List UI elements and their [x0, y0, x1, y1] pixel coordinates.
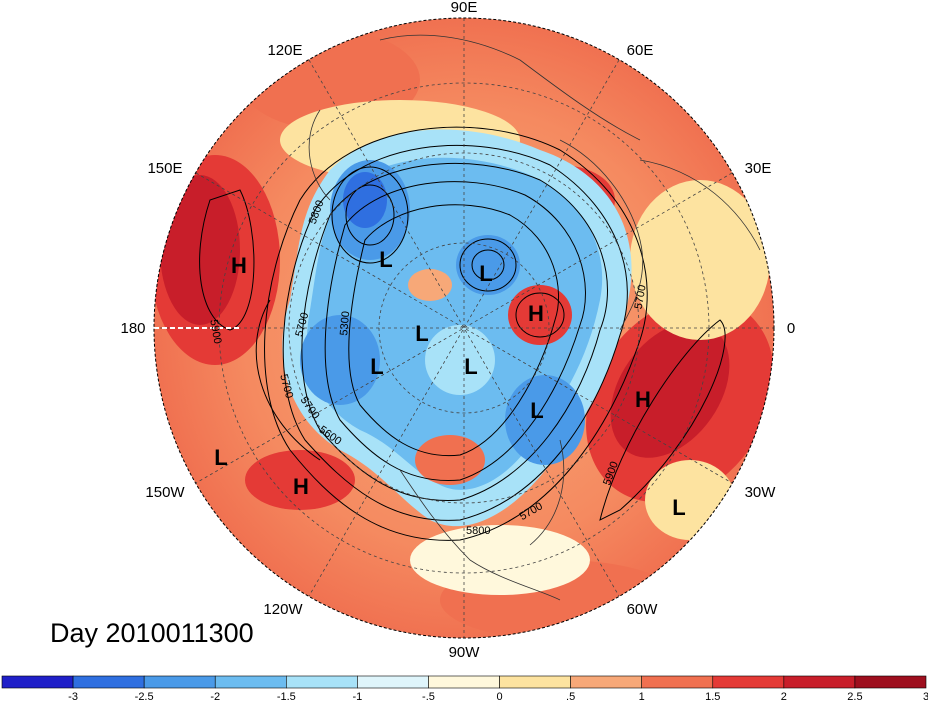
- colorbar-tick-label: 2: [781, 691, 787, 702]
- colorbar-swatch: [428, 675, 500, 689]
- lon-label-180: 180: [120, 320, 145, 337]
- contour-label: 5800: [466, 525, 490, 537]
- colorbar-tick-label: 0: [496, 691, 502, 702]
- contour-label: 5300: [338, 311, 352, 336]
- height-contours: [199, 126, 726, 541]
- pressure-center: L: [370, 354, 383, 379]
- pressure-center: L: [464, 354, 477, 379]
- colorbar-tick-label: 1: [639, 691, 645, 702]
- colorbar-swatch: [641, 675, 714, 689]
- pressure-center: L: [672, 495, 685, 520]
- colorbar-swatch: [72, 675, 145, 689]
- pressure-center: H: [231, 253, 247, 278]
- pressure-center: H: [528, 301, 544, 326]
- pressure-center: L: [530, 398, 543, 423]
- colorbar-tick-label: -3: [68, 691, 78, 702]
- lon-label-30e: 30E: [745, 160, 772, 177]
- lon-label-120w: 120W: [263, 601, 303, 618]
- colorbar-swatch: [214, 675, 287, 689]
- graticule: [154, 18, 774, 638]
- pressure-center: H: [635, 387, 651, 412]
- lon-label-60e: 60E: [627, 42, 654, 59]
- pressure-center: L: [379, 247, 392, 272]
- colorbar-swatch: [286, 675, 358, 689]
- colorbar-tick-label: .5: [566, 691, 575, 702]
- coastlines: [308, 34, 761, 601]
- pressure-center: H: [293, 474, 309, 499]
- pressure-centers: H L L H L L L L H L H L: [214, 247, 685, 520]
- colorbar-swatch: [357, 675, 429, 689]
- colorbar-swatch: [143, 675, 216, 689]
- lon-label-150w: 150W: [145, 484, 185, 501]
- colorbar-tick-label: -1: [352, 691, 362, 702]
- colorbar-tick-label: -1.5: [277, 691, 296, 702]
- colorbar-tick-label: 3: [923, 691, 928, 702]
- lon-label-150e: 150E: [147, 160, 182, 177]
- colorbar-tick-label: -2.5: [135, 691, 154, 702]
- lon-label-90e: 90E: [451, 0, 478, 16]
- colorbar-tick-label: 1.5: [705, 691, 720, 702]
- colorbar-swatch: [499, 675, 571, 689]
- colorbar-swatch: [570, 675, 642, 689]
- lon-label-120e: 120E: [267, 42, 302, 59]
- lon-label-30w: 30W: [745, 484, 777, 501]
- longitude-labels: 90E 120E 60E 150E 30E 180 0 150W 30W 120…: [120, 0, 795, 661]
- lon-label-90w: 90W: [449, 644, 481, 661]
- anomaly-field: [154, 18, 774, 638]
- lon-label-0: 0: [787, 320, 795, 337]
- pressure-center: L: [214, 445, 227, 470]
- pressure-center: L: [479, 261, 492, 286]
- contour-label: 5700: [633, 284, 649, 310]
- pressure-center: L: [415, 321, 428, 346]
- contour-label: 5900: [207, 319, 223, 345]
- colorbar: -3 -2.5 -2 -1.5 -1 -.5 0 .5 1 1.5 2 2.5 3: [1, 675, 928, 702]
- map-title: Day 2010011300: [50, 618, 254, 648]
- colorbar-tick-label: -2: [210, 691, 220, 702]
- colorbar-tick-label: 2.5: [847, 691, 862, 702]
- colorbar-swatch: [783, 675, 856, 689]
- colorbar-swatch: [1, 675, 74, 689]
- map-boundary: [153, 17, 775, 639]
- colorbar-swatch: [854, 675, 927, 689]
- colorbar-swatch: [712, 675, 785, 689]
- colorbar-tick-label: -.5: [422, 691, 435, 702]
- lon-label-60w: 60W: [627, 601, 659, 618]
